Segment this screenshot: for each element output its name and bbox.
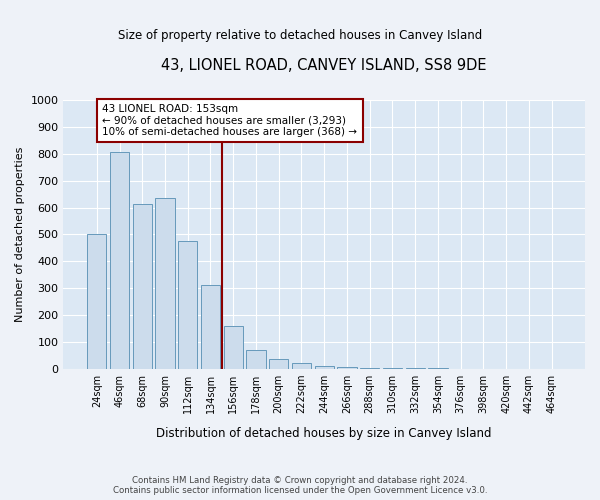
Bar [337, 368, 356, 369]
X-axis label: Distribution of detached houses by size in Canvey Island: Distribution of detached houses by size … [157, 427, 492, 440]
Bar [178, 241, 197, 369]
Bar [201, 286, 220, 369]
Text: 43 LIONEL ROAD: 153sqm
← 90% of detached houses are smaller (3,293)
10% of semi-: 43 LIONEL ROAD: 153sqm ← 90% of detached… [103, 104, 358, 138]
Text: Contains HM Land Registry data © Crown copyright and database right 2024.
Contai: Contains HM Land Registry data © Crown c… [113, 476, 487, 495]
Text: Size of property relative to detached houses in Canvey Island: Size of property relative to detached ho… [118, 28, 482, 42]
Bar [360, 368, 379, 369]
Bar [269, 360, 289, 369]
Bar [314, 366, 334, 369]
Bar [383, 368, 402, 369]
Bar [292, 364, 311, 369]
Bar [247, 350, 266, 369]
Title: 43, LIONEL ROAD, CANVEY ISLAND, SS8 9DE: 43, LIONEL ROAD, CANVEY ISLAND, SS8 9DE [161, 58, 487, 72]
Bar [133, 204, 152, 369]
Y-axis label: Number of detached properties: Number of detached properties [15, 146, 25, 322]
Bar [87, 234, 106, 369]
Bar [224, 326, 243, 369]
Bar [110, 152, 129, 369]
Bar [155, 198, 175, 369]
